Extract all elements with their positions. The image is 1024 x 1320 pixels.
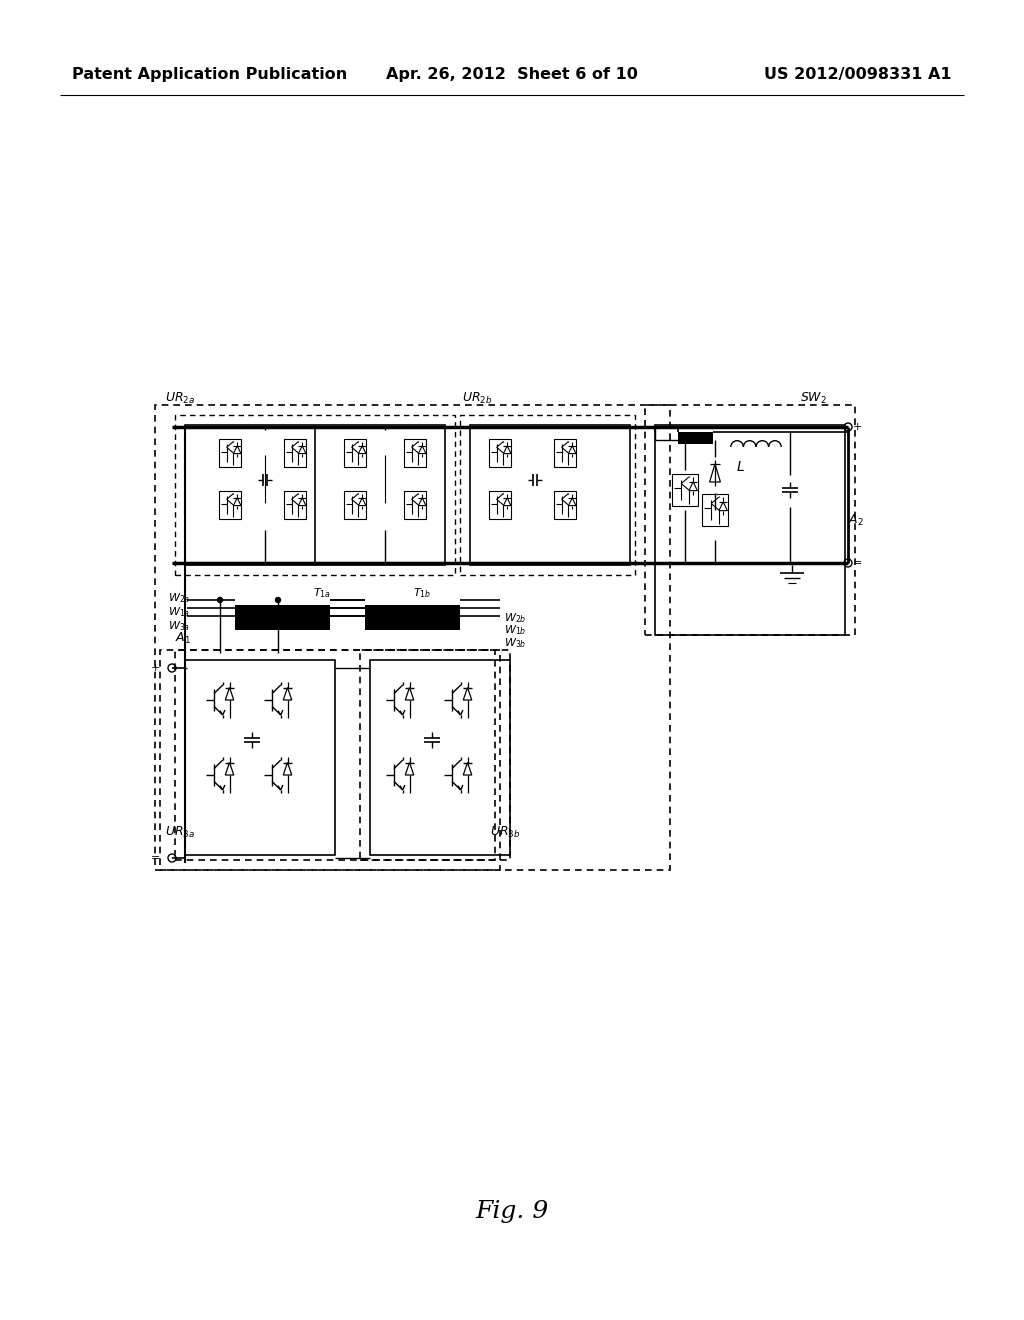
Bar [370,660,510,855]
Bar [185,660,335,855]
Text: +: + [853,422,862,432]
Text: =: = [853,558,862,568]
Bar [344,438,367,467]
Text: $SW_2$: $SW_2$ [800,391,827,405]
Circle shape [275,598,281,602]
Text: $UR_{3b}$: $UR_{3b}$ [490,825,520,840]
Bar [460,414,635,576]
Bar [645,405,855,635]
Bar [554,491,577,519]
Text: Patent Application Publication: Patent Application Publication [72,67,347,82]
Text: Apr. 26, 2012  Sheet 6 of 10: Apr. 26, 2012 Sheet 6 of 10 [386,67,638,82]
Bar [219,491,242,519]
Text: $L$: $L$ [735,459,744,474]
Bar [175,649,495,861]
Bar [360,649,510,861]
Text: $UR_{2a}$: $UR_{2a}$ [165,391,196,405]
Text: $UR_{2b}$: $UR_{2b}$ [462,391,493,405]
Text: $W_{2a}$: $W_{2a}$ [168,591,190,605]
Bar [175,414,455,576]
Bar [403,491,426,519]
Text: $W_{3b}$: $W_{3b}$ [504,636,526,649]
Bar [678,432,713,444]
Bar [284,438,306,467]
Text: $A_2$: $A_2$ [848,512,864,528]
Bar [672,474,697,506]
Bar [702,494,728,527]
Text: $W_{1a}$: $W_{1a}$ [168,605,190,619]
Text: +: + [151,663,160,673]
Text: $W_{3a}$: $W_{3a}$ [168,619,190,632]
Bar [365,605,460,630]
Bar [554,438,577,467]
Bar [344,491,367,519]
Bar [155,405,670,870]
Text: $UR_{3a}$: $UR_{3a}$ [165,825,196,840]
Text: $W_{1b}$: $W_{1b}$ [504,623,526,636]
Bar [160,649,500,870]
Text: =: = [151,853,160,863]
Text: $A_1$: $A_1$ [175,631,190,645]
Bar [655,425,845,635]
Bar [488,438,511,467]
Bar [234,605,330,630]
Text: $T_{1a}$: $T_{1a}$ [313,586,331,599]
Bar [470,425,630,565]
Bar [284,491,306,519]
Circle shape [217,598,222,602]
Text: $W_{2b}$: $W_{2b}$ [504,611,526,624]
Bar [403,438,426,467]
Text: US 2012/0098331 A1: US 2012/0098331 A1 [765,67,952,82]
Bar [219,438,242,467]
Bar [488,491,511,519]
Text: Fig. 9: Fig. 9 [475,1200,549,1224]
Bar [185,425,445,565]
Text: $T_{1b}$: $T_{1b}$ [413,586,431,599]
